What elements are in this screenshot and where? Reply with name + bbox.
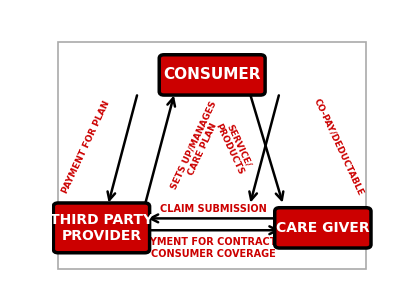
FancyBboxPatch shape xyxy=(53,203,149,253)
Text: SETS UP/MANAGES
CARE PLAN: SETS UP/MANAGES CARE PLAN xyxy=(169,99,227,195)
Text: CLAIM SUBMISSION: CLAIM SUBMISSION xyxy=(160,204,266,214)
Text: PAYMENT FOR CONTRACTED
CONSUMER COVERAGE: PAYMENT FOR CONTRACTED CONSUMER COVERAGE xyxy=(136,237,290,259)
Text: SERVICE/
PRODUCTS: SERVICE/ PRODUCTS xyxy=(213,118,254,176)
FancyBboxPatch shape xyxy=(274,208,370,248)
Text: THIRD PARTY
PROVIDER: THIRD PARTY PROVIDER xyxy=(50,213,153,243)
Text: CONSUMER: CONSUMER xyxy=(163,67,260,83)
Text: PAYMENT FOR PLAN: PAYMENT FOR PLAN xyxy=(60,99,111,195)
Text: CARE GIVER: CARE GIVER xyxy=(275,221,369,235)
FancyBboxPatch shape xyxy=(159,55,264,95)
Text: CO-PAY/DEDUCTABLE: CO-PAY/DEDUCTABLE xyxy=(311,97,364,197)
